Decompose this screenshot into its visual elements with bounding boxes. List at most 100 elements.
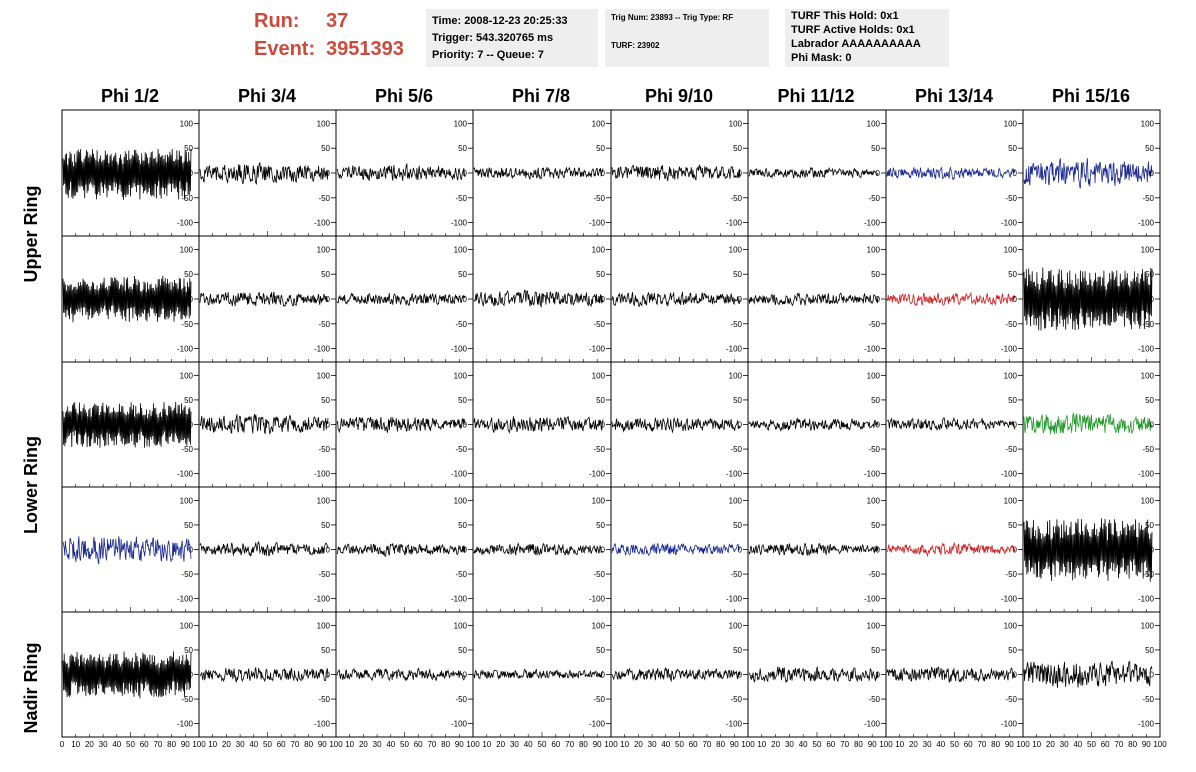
- y-tick-label: -50: [1005, 194, 1017, 203]
- y-tick-label: -100: [589, 219, 606, 228]
- y-tick-label: -50: [455, 445, 467, 454]
- x-tick-label: 50: [950, 740, 959, 749]
- y-tick-label: 50: [1145, 270, 1154, 279]
- x-tick-label: 80: [1128, 740, 1137, 749]
- x-tick-label: 40: [661, 740, 670, 749]
- y-tick-label: 50: [1145, 646, 1154, 655]
- y-tick-label: -50: [868, 194, 880, 203]
- waveform-trace: [611, 543, 741, 556]
- y-tick-label: 100: [867, 371, 881, 380]
- x-tick-label: 60: [1101, 740, 1110, 749]
- column-header-phi-13-14: Phi 13/14: [914, 86, 994, 106]
- x-tick-label: 40: [936, 740, 945, 749]
- y-tick-label: -50: [318, 570, 330, 579]
- y-tick-label: -100: [1001, 720, 1018, 729]
- x-tick-label: 90: [730, 740, 739, 749]
- column-header-phi-5-6: Phi 5/6: [374, 86, 434, 106]
- x-tick-label: 40: [249, 740, 258, 749]
- x-tick-label: 90: [1005, 740, 1014, 749]
- y-tick-label: 0: [1150, 546, 1155, 555]
- y-tick-label: -50: [181, 445, 193, 454]
- y-tick-label: -50: [868, 570, 880, 579]
- y-tick-label: 100: [180, 119, 194, 128]
- x-tick-label: 60: [551, 740, 560, 749]
- waveform-trace: [611, 666, 741, 683]
- x-tick-label: 70: [1114, 740, 1123, 749]
- y-tick-label: -50: [455, 570, 467, 579]
- y-tick-label: -50: [1142, 194, 1154, 203]
- priority-text: Priority: 7 -- Queue: 7: [432, 49, 544, 61]
- y-tick-label: 50: [1008, 396, 1017, 405]
- y-tick-label: 50: [458, 270, 467, 279]
- y-tick-label: 50: [1145, 521, 1154, 530]
- waveform-panel: [472, 235, 612, 363]
- y-tick-label: 50: [321, 646, 330, 655]
- y-tick-label: 50: [733, 144, 742, 153]
- y-tick-label: 100: [317, 621, 331, 630]
- y-tick-label: 100: [180, 621, 194, 630]
- y-tick-label: -50: [1142, 570, 1154, 579]
- y-tick-label: 50: [1145, 396, 1154, 405]
- y-tick-label: 100: [1141, 119, 1155, 128]
- waveform-trace: [886, 666, 1016, 684]
- y-tick-label: 100: [867, 245, 881, 254]
- y-tick-label: 50: [871, 270, 880, 279]
- y-tick-label: 0: [326, 671, 331, 680]
- y-tick-label: -100: [177, 219, 194, 228]
- x-tick-label: 10: [482, 740, 491, 749]
- y-tick-label: -100: [314, 345, 331, 354]
- waveform-panel: [198, 361, 337, 488]
- y-tick-label: 0: [326, 421, 331, 430]
- y-tick-label: -50: [181, 194, 193, 203]
- y-tick-label: 50: [184, 270, 193, 279]
- waveform-trace: [336, 543, 466, 557]
- x-tick-label: 50: [263, 740, 272, 749]
- x-tick-label: 100: [466, 740, 480, 749]
- x-tick-label: 50: [400, 740, 409, 749]
- x-tick-label: 20: [909, 740, 918, 749]
- x-tick-label: 10: [345, 740, 354, 749]
- waveform-trace: [62, 536, 192, 565]
- y-tick-label: -50: [318, 194, 330, 203]
- x-tick-label: 50: [675, 740, 684, 749]
- y-tick-label: 100: [592, 496, 606, 505]
- y-tick-label: 50: [871, 646, 880, 655]
- x-tick-label: 30: [510, 740, 519, 749]
- waveform-trace: [199, 540, 329, 557]
- y-tick-label: -100: [726, 345, 743, 354]
- y-tick-label: 0: [1150, 671, 1155, 680]
- x-tick-label: 80: [304, 740, 313, 749]
- y-tick-label: 50: [733, 521, 742, 530]
- y-tick-label: 0: [738, 169, 743, 178]
- y-tick-label: 0: [1013, 671, 1018, 680]
- y-tick-label: 0: [601, 295, 606, 304]
- x-tick-label: 100: [1016, 740, 1030, 749]
- y-tick-label: -100: [726, 219, 743, 228]
- y-tick-label: 100: [1004, 371, 1018, 380]
- x-tick-label: 90: [318, 740, 327, 749]
- y-tick-label: 0: [876, 546, 881, 555]
- y-tick-label: -100: [177, 470, 194, 479]
- x-tick-label: 70: [977, 740, 986, 749]
- x-tick-label: 80: [167, 740, 176, 749]
- run-event-box: Run: 37 Event: 3951393: [252, 8, 422, 68]
- y-tick-label: 100: [1004, 621, 1018, 630]
- y-tick-label: 100: [1004, 245, 1018, 254]
- waveform-trace: [1023, 412, 1153, 435]
- y-tick-label: -100: [177, 595, 194, 604]
- y-tick-label: -100: [1138, 720, 1155, 729]
- turf-text: TURF: 23902: [611, 41, 660, 50]
- y-tick-label: -100: [726, 470, 743, 479]
- waveform-trace: [1023, 518, 1153, 582]
- x-tick-label: 60: [689, 740, 698, 749]
- x-tick-label: 30: [236, 740, 245, 749]
- x-tick-label: 100: [879, 740, 893, 749]
- y-tick-label: -100: [589, 470, 606, 479]
- waveform-trace: [611, 164, 741, 182]
- x-tick-label: 50: [538, 740, 547, 749]
- y-tick-label: 50: [458, 396, 467, 405]
- y-tick-label: -100: [1138, 470, 1155, 479]
- x-tick-label: 20: [771, 740, 780, 749]
- waveform-trace: [62, 148, 192, 200]
